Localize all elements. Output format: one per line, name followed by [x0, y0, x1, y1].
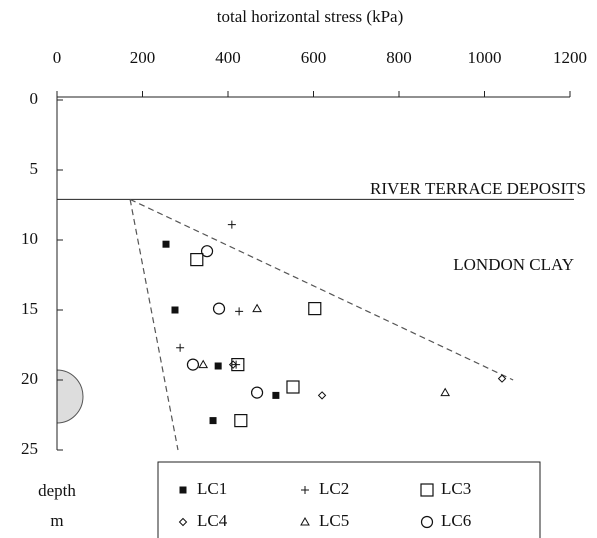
marker [250, 386, 264, 399]
marker [228, 360, 238, 369]
y-tick-label: 25 [21, 439, 38, 458]
marker [212, 302, 226, 315]
y-axis-label: depth [38, 481, 76, 500]
y-tick-label: 5 [30, 159, 39, 178]
legend-box [157, 461, 541, 538]
x-tick-label: 200 [130, 48, 156, 67]
legend-marker [420, 483, 434, 497]
marker [234, 414, 248, 428]
y-tick-label: 10 [21, 229, 38, 248]
marker [190, 253, 204, 267]
marker [308, 302, 322, 316]
legend-label: LC1 [197, 479, 227, 498]
marker [317, 391, 327, 400]
marker [272, 391, 280, 399]
x-tick-label: 800 [386, 48, 412, 67]
x-axis-label: total horizontal stress (kPa) [217, 7, 404, 26]
legend-label: LC2 [319, 479, 349, 498]
marker [252, 303, 262, 313]
legend-label: LC6 [441, 511, 471, 530]
marker [176, 343, 185, 352]
region-label: RIVER TERRACE DEPOSITS [370, 179, 586, 198]
marker [186, 358, 200, 371]
marker [214, 362, 222, 370]
x-tick-label: 400 [215, 48, 241, 67]
x-tick-label: 1000 [468, 48, 502, 67]
y-axis-unit: m [50, 511, 63, 530]
y-tick-label: 15 [21, 299, 38, 318]
marker [200, 245, 214, 258]
pile-section [56, 369, 84, 424]
marker [198, 359, 209, 369]
legend-label: LC4 [197, 511, 228, 530]
marker [235, 307, 244, 316]
trend-line [129, 199, 179, 451]
marker [286, 380, 300, 394]
marker [440, 387, 451, 397]
region-label: LONDON CLAY [453, 255, 574, 274]
y-tick-label: 0 [30, 89, 39, 108]
legend-label: LC5 [319, 511, 349, 530]
marker [497, 374, 507, 383]
x-tick-label: 1200 [553, 48, 587, 67]
y-tick-label: 20 [21, 369, 38, 388]
marker [227, 220, 236, 229]
legend-marker [300, 516, 310, 526]
legend-label: LC3 [441, 479, 471, 498]
marker [231, 358, 245, 372]
legend-marker [178, 517, 188, 527]
trend-line [129, 198, 514, 381]
x-tick-label: 600 [301, 48, 327, 67]
x-tick-label: 0 [53, 48, 62, 67]
marker [171, 306, 179, 314]
marker [209, 417, 217, 425]
marker [162, 240, 170, 248]
legend-marker [420, 515, 434, 529]
legend-marker [301, 486, 309, 494]
legend-marker [179, 486, 187, 494]
